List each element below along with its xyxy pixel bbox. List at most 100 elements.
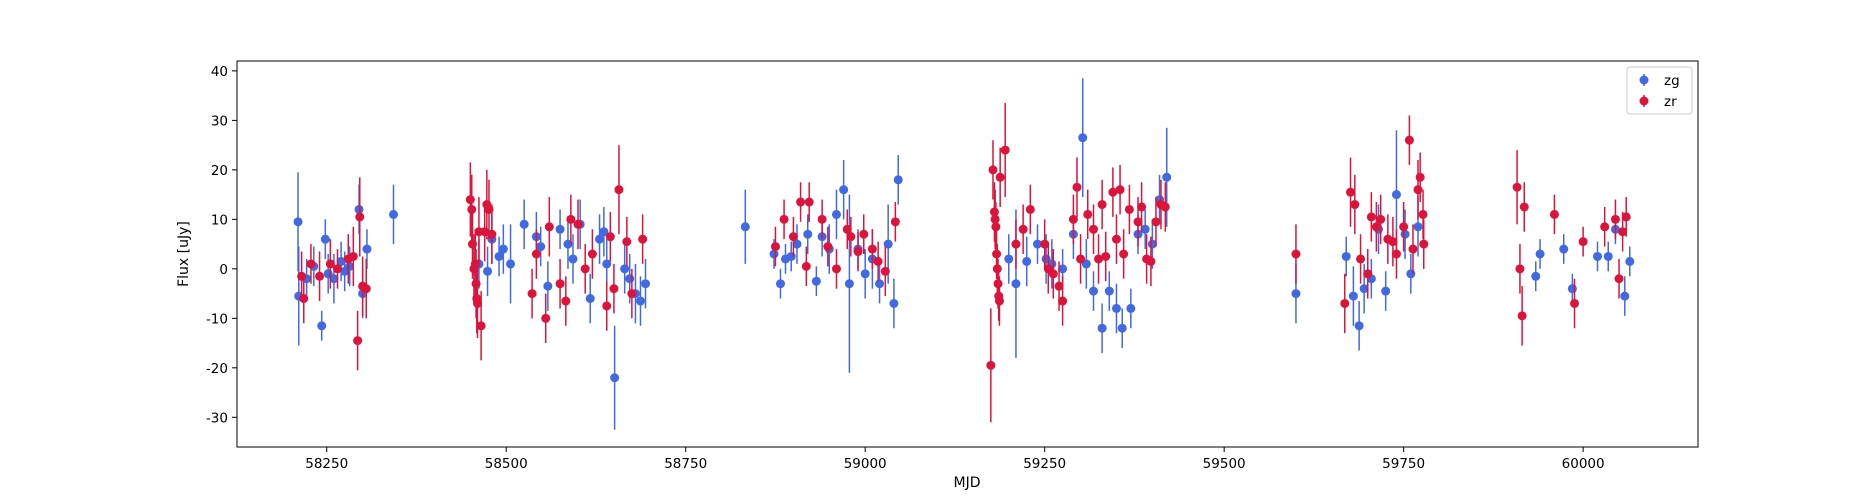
data-point xyxy=(473,298,483,308)
data-point xyxy=(1614,274,1624,284)
data-point xyxy=(1354,321,1364,331)
data-point xyxy=(605,232,615,242)
data-point xyxy=(1058,264,1068,274)
data-point xyxy=(1610,214,1620,224)
data-point xyxy=(842,224,852,234)
data-point xyxy=(1350,200,1360,210)
data-point xyxy=(1048,269,1058,279)
data-point xyxy=(986,360,996,370)
data-point xyxy=(893,175,903,185)
y-tick-label: 0 xyxy=(219,262,228,278)
data-point xyxy=(348,251,358,261)
data-point xyxy=(1359,284,1369,294)
data-point xyxy=(1413,185,1423,195)
data-point xyxy=(1097,323,1107,333)
data-point xyxy=(1531,271,1541,281)
data-point xyxy=(1011,239,1021,249)
data-point xyxy=(1559,244,1569,254)
data-point xyxy=(1072,182,1082,192)
data-point xyxy=(1137,202,1147,212)
data-point xyxy=(293,217,303,227)
data-point xyxy=(867,244,877,254)
data-point xyxy=(1517,311,1527,321)
legend: zg zr xyxy=(1626,66,1693,115)
data-point xyxy=(1083,209,1093,219)
data-point xyxy=(566,214,576,224)
data-point xyxy=(602,301,612,311)
data-point xyxy=(995,172,1005,182)
data-point xyxy=(353,336,363,346)
data-point xyxy=(1101,251,1111,261)
data-point xyxy=(1124,204,1134,214)
y-tick-label: 30 xyxy=(211,113,228,129)
data-point xyxy=(853,247,863,257)
data-point xyxy=(839,185,849,195)
series-zr xyxy=(297,103,1631,423)
data-point xyxy=(1115,185,1125,195)
data-point xyxy=(1133,217,1143,227)
y-axis: -30 -20 -10 0 10 20 30 40 xyxy=(206,64,237,426)
data-point xyxy=(883,239,893,249)
data-point xyxy=(1366,212,1376,222)
data-point xyxy=(1004,254,1014,264)
data-point xyxy=(1160,202,1170,212)
data-point xyxy=(859,229,869,239)
data-point xyxy=(1413,222,1423,232)
data-point xyxy=(1570,298,1580,308)
data-point xyxy=(1097,200,1107,210)
data-point xyxy=(994,296,1004,306)
data-point xyxy=(1603,251,1613,261)
y-tick-label: -30 xyxy=(206,410,228,426)
data-point xyxy=(389,209,399,219)
data-point xyxy=(1104,286,1114,296)
data-point xyxy=(1022,256,1032,266)
y-tick-label: -20 xyxy=(206,361,228,377)
data-point xyxy=(306,259,316,269)
data-point xyxy=(638,234,648,244)
data-point xyxy=(1025,204,1035,214)
data-point xyxy=(788,232,798,242)
data-point xyxy=(1054,281,1064,291)
series-zg xyxy=(293,78,1635,430)
data-point xyxy=(873,256,883,266)
data-point xyxy=(1388,237,1398,247)
data-point xyxy=(1346,187,1356,197)
data-point xyxy=(1341,251,1351,261)
data-point xyxy=(991,222,1001,232)
data-point xyxy=(476,321,486,331)
legend-box xyxy=(1626,66,1693,115)
data-point xyxy=(844,279,854,289)
data-point xyxy=(1618,227,1628,237)
data-point xyxy=(775,279,785,289)
data-point xyxy=(299,294,309,304)
data-point xyxy=(361,284,371,294)
data-point xyxy=(786,251,796,261)
data-point xyxy=(1126,303,1136,313)
y-tick-label: 40 xyxy=(211,64,228,80)
data-point xyxy=(1111,234,1121,244)
x-tick-label: 58500 xyxy=(485,456,528,472)
data-point xyxy=(1578,237,1588,247)
data-point xyxy=(1621,212,1631,222)
data-point xyxy=(614,185,624,195)
data-point xyxy=(880,266,890,276)
data-point xyxy=(483,266,493,276)
x-tick-label: 59500 xyxy=(1203,456,1246,472)
data-point xyxy=(1512,182,1522,192)
x-tick-label: 59000 xyxy=(844,456,887,472)
legend-label: zg xyxy=(1664,73,1680,89)
data-point xyxy=(770,242,780,252)
data-point xyxy=(1620,291,1630,301)
data-point xyxy=(889,298,899,308)
x-tick-label: 59750 xyxy=(1382,456,1425,472)
data-point xyxy=(1119,249,1129,259)
data-point xyxy=(1535,249,1545,259)
data-point xyxy=(1408,244,1418,254)
data-point xyxy=(506,259,516,269)
data-point xyxy=(988,165,998,175)
data-point xyxy=(801,261,811,271)
data-point xyxy=(487,229,497,239)
data-point xyxy=(1519,202,1529,212)
data-point xyxy=(1625,256,1635,266)
